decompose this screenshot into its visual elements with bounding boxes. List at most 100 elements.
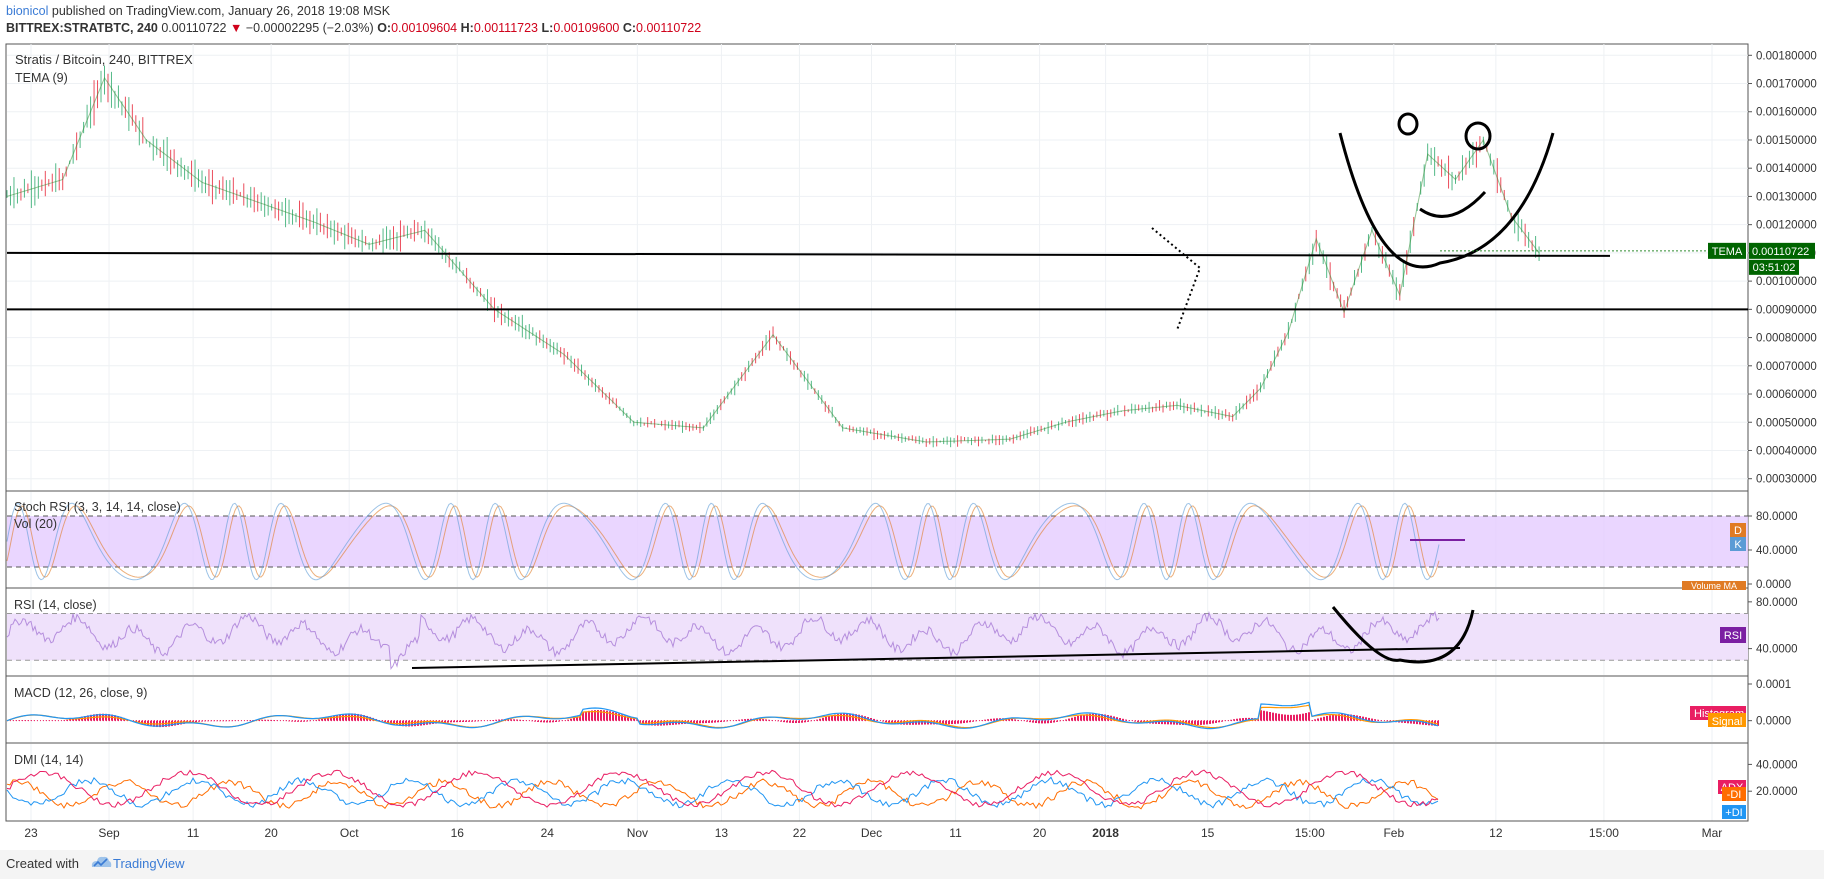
minus-di-badge-label: -DI (1727, 789, 1742, 801)
y-tick-label: 0.00150000 (1756, 135, 1817, 147)
y-tick-label: 0.00100000 (1756, 276, 1817, 288)
close-label: C: (622, 21, 637, 35)
x-tick-label: Oct (340, 826, 359, 840)
tema-line (6, 76, 1540, 443)
chart-canvas[interactable]: 23 Sep 11 20 Oct 16 24 Nov 13 22 Dec 11 20 2018 15 15:0… (0, 0, 1824, 850)
y-tick-label: 0.00180000 (1756, 50, 1817, 62)
rsi-title: RSI (14, close) (14, 598, 97, 612)
x-tick-label: 23 (24, 826, 38, 840)
ohlc-line: BITTREX:STRATBTC, 240 0.00110722 ▼ −0.00… (6, 21, 701, 35)
stoch-k-badge-label: K (1734, 539, 1742, 551)
x-tick-label: 22 (793, 826, 807, 840)
tema-indicator-label: TEMA (9) (15, 71, 68, 85)
support-line-upper (6, 251, 1611, 257)
high-label: H: (460, 21, 474, 35)
chart-header: bionicol published on TradingView.com, J… (0, 0, 1824, 42)
x-tick-label: Dec (861, 826, 882, 840)
stoch-band (7, 516, 1748, 567)
down-arrow-icon: ▼ (229, 21, 243, 35)
publish-info: published on TradingView.com, January 26… (48, 4, 391, 18)
x-tick-label: 24 (541, 826, 555, 840)
x-tick-label: 20 (264, 826, 278, 840)
stoch-k-line (6, 502, 1440, 581)
chart-title: Stratis / Bitcoin, 240, BITTREX (15, 52, 193, 67)
stoch-title: Stoch RSI (3, 3, 14, 14, close) (14, 500, 181, 514)
y-tick-label: 0.0000 (1756, 579, 1791, 591)
tema-badge (1708, 242, 1746, 259)
tradingview-logo-icon (91, 856, 112, 867)
footer: Created with TradingView (0, 850, 1824, 879)
macd-signal-badge-label: Signal (1712, 716, 1743, 728)
stoch-d-badge (1730, 523, 1746, 537)
y-tick-label: 0.00070000 (1756, 361, 1817, 373)
x-tick-label: 11 (949, 826, 962, 840)
y-tick-label: 0.00030000 (1756, 474, 1817, 486)
y-tick-label: 40.0000 (1756, 759, 1798, 771)
countdown-badge (1749, 259, 1799, 275)
x-tick-label: Feb (1383, 826, 1404, 840)
rsi-badge-label: RSI (1724, 630, 1742, 642)
y-tick-label: 0.00080000 (1756, 333, 1817, 345)
rsi-line (6, 610, 1440, 670)
dmi-title: DMI (14, 14) (14, 753, 83, 767)
y-tick-label: 0.00130000 (1756, 191, 1817, 203)
triangle-drawing (1151, 227, 1202, 331)
y-tick-label: 0.0001 (1756, 679, 1791, 691)
dmi-adx-line (6, 769, 1439, 808)
price-change: −0.00002295 (−2.03%) (245, 21, 374, 35)
y-tick-label: 0.00090000 (1756, 304, 1817, 316)
smile-face-outline (1338, 132, 1555, 269)
x-tick-label: 15 (1201, 826, 1215, 840)
x-tick-label: 15:00 (1589, 826, 1619, 840)
x-tick-label: Mar (1702, 826, 1723, 840)
macd-signal-line (6, 704, 1439, 729)
author-link[interactable]: bionicol (6, 4, 49, 18)
x-tick-label: 12 (1489, 826, 1503, 840)
stoch-d-badge-label: D (1734, 525, 1742, 537)
macd-line (6, 701, 1439, 730)
x-tick-label: 15:00 (1295, 826, 1325, 840)
x-tick-label: 20 (1033, 826, 1047, 840)
last-price-badge (1749, 242, 1815, 259)
y-tick-label: 20.0000 (1756, 786, 1798, 798)
y-tick-label: 0.00140000 (1756, 163, 1817, 175)
x-tick-label: 13 (715, 826, 729, 840)
x-tick-label: 11 (187, 826, 200, 840)
y-tick-label: 80.0000 (1756, 511, 1798, 523)
y-tick-label: 0.00060000 (1756, 389, 1817, 401)
stoch-d-line (6, 505, 1440, 578)
tema-badge-label: TEMA (1712, 246, 1743, 258)
smile-mouth (1419, 190, 1487, 218)
publish-line: bionicol published on TradingView.com, J… (6, 4, 390, 18)
last-price-label: 0.00110722 (1752, 246, 1809, 258)
macd-title: MACD (12, 26, close, 9) (14, 686, 147, 700)
y-tick-label: 0.0000 (1756, 716, 1791, 728)
low-value: 0.00109600 (553, 21, 620, 35)
created-with-label: Created with (6, 856, 79, 871)
plus-di-badge-label: +DI (1725, 807, 1742, 819)
high-value: 0.00111723 (473, 21, 539, 35)
countdown-label: 03:51:02 (1753, 262, 1796, 274)
minus-di-badge (1722, 787, 1746, 801)
last-price: 0.00110722 (161, 21, 227, 35)
x-tick-label: Nov (627, 826, 648, 840)
rsi-band (7, 613, 1748, 661)
rsi-curve-drawing (1331, 606, 1475, 664)
dmi-minus-di-line (6, 778, 1439, 810)
plus-di-badge (1722, 805, 1746, 819)
y-tick-label: 0.00170000 (1756, 79, 1817, 91)
volume-ma-badge (1682, 581, 1746, 590)
y-tick-label: 0.00120000 (1756, 220, 1817, 232)
stoch-k-badge (1730, 537, 1746, 551)
close-value: 0.00110722 (636, 21, 702, 35)
y-tick-label: 80.0000 (1756, 597, 1798, 609)
open-label: O: (377, 21, 392, 35)
rsi-trendline (411, 647, 1461, 669)
tradingview-brand-link[interactable]: TradingView (113, 856, 185, 871)
x-tick-label: 16 (451, 826, 465, 840)
open-value: 0.00109604 (391, 21, 458, 35)
symbol-info: BITTREX:STRATBTC, 240 (6, 21, 158, 35)
y-tick-label: 0.00040000 (1756, 445, 1817, 457)
y-tick-label: 40.0000 (1756, 644, 1798, 656)
low-label: L: (541, 21, 554, 35)
